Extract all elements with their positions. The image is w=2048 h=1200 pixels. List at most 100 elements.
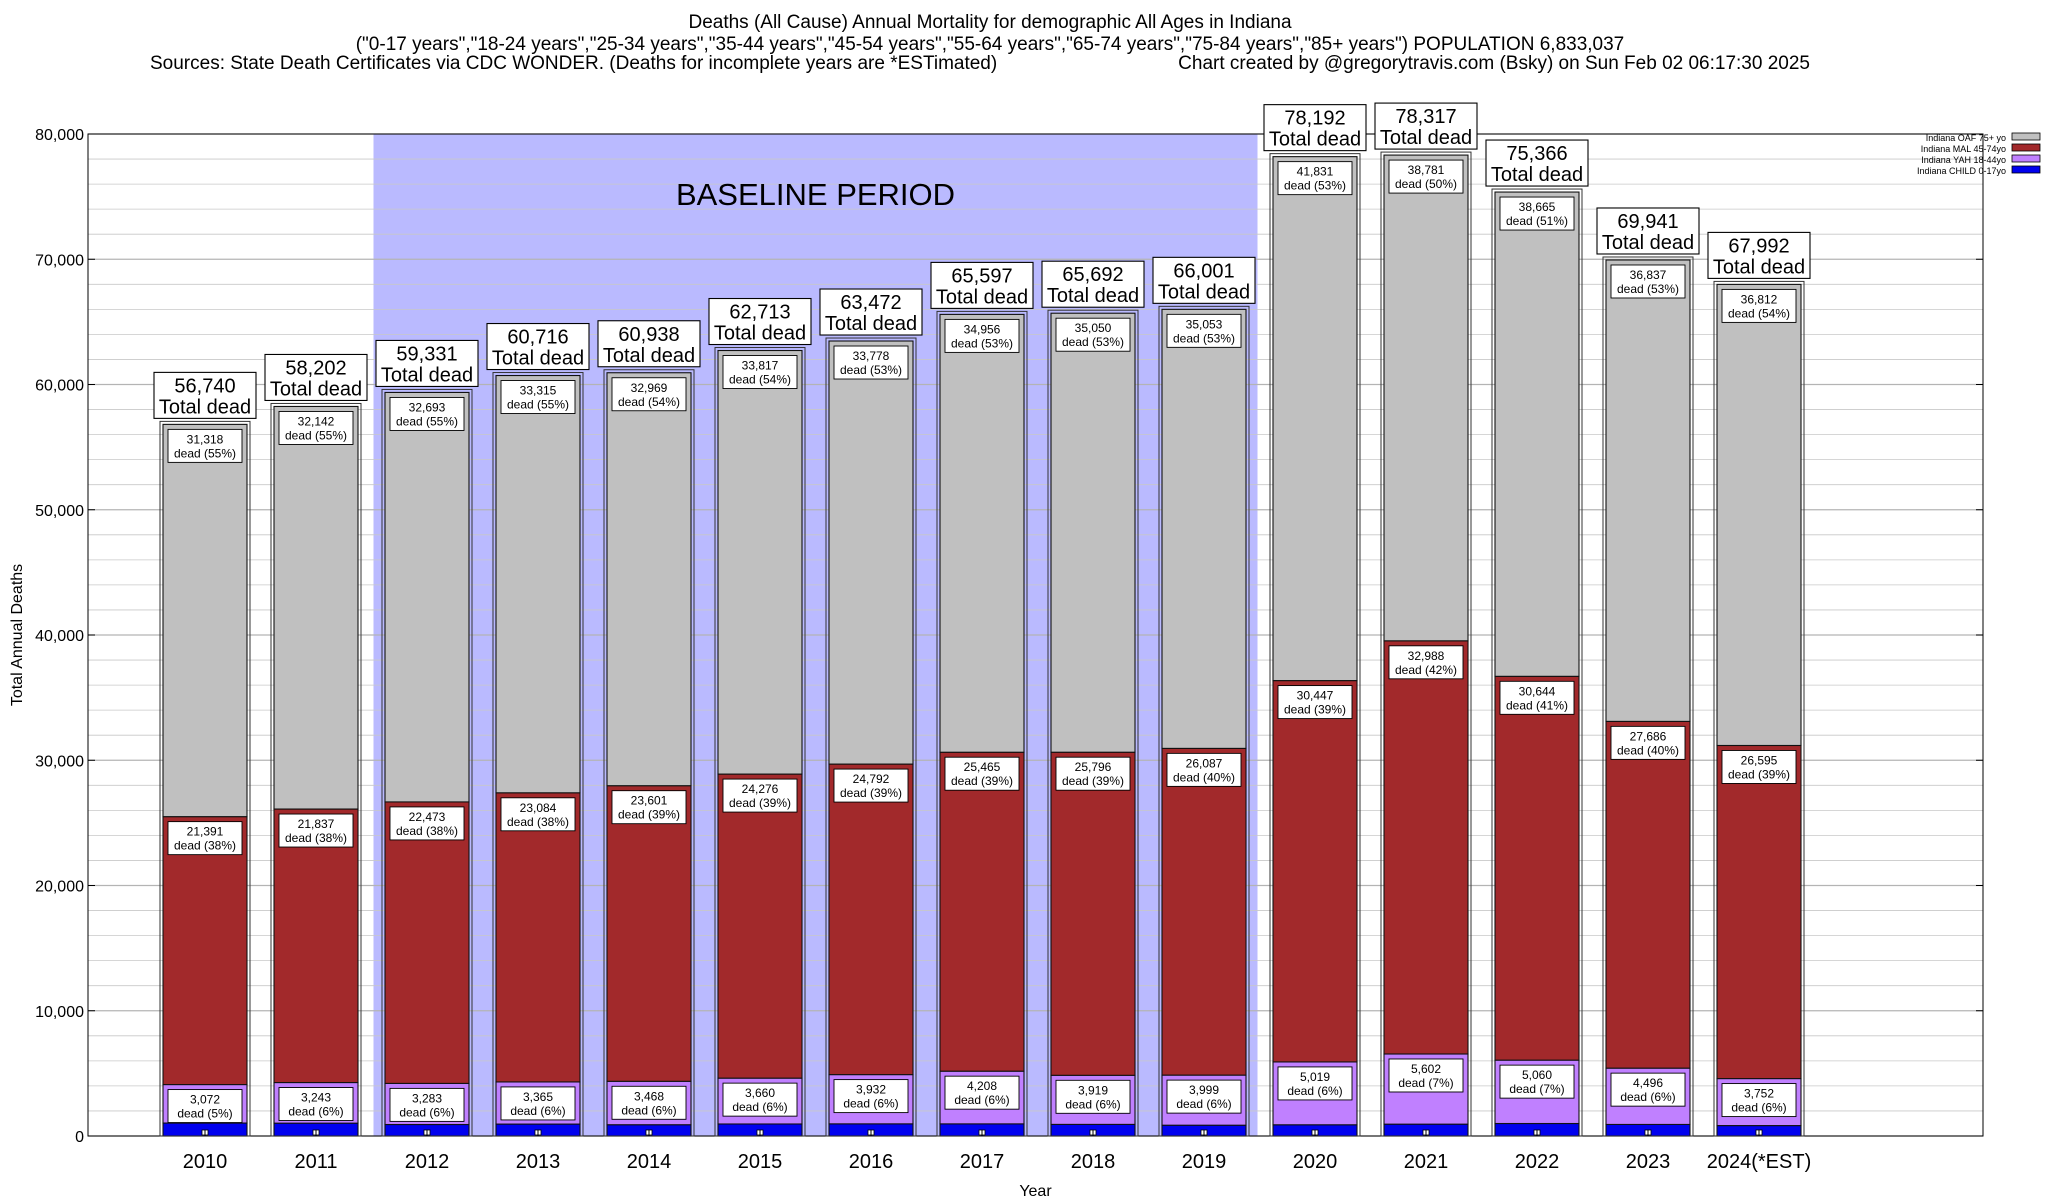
segment-value-label: 25,796 (1075, 760, 1112, 774)
segment-percent-label: dead (53%) (951, 336, 1013, 350)
bar-segment-mal (1161, 747, 1247, 1076)
segment-label-box (1499, 680, 1575, 715)
segment-percent-label: dead (53%) (1173, 331, 1235, 345)
bar-segment-mal (1605, 720, 1691, 1069)
segment-percent-label: dead (38%) (285, 831, 347, 845)
total-caption-label: Total dead (381, 364, 473, 386)
total-caption-label: Total dead (1269, 129, 1361, 151)
y-tick-label: 10,000 (35, 1004, 84, 1021)
chart-title: Deaths (All Cause) Annual Mortality for … (688, 12, 1292, 33)
y-tick-label: 30,000 (35, 753, 84, 770)
total-value-label: 78,317 (1395, 106, 1456, 128)
bar-segment-oaf (1605, 259, 1691, 722)
segment-percent-label: dead (55%) (285, 428, 347, 442)
chart-title-block: Deaths (All Cause) Annual Mortality for … (0, 12, 1980, 56)
bar-segment-oaf (162, 423, 248, 818)
bar-segment-oaf (1716, 283, 1802, 747)
total-value-label: 62,713 (729, 302, 790, 324)
total-value-label: 66,001 (1173, 260, 1234, 282)
segment-value-label: 23,084 (520, 801, 557, 815)
bar-segment-mal (384, 801, 470, 1084)
segment-percent-label: dead (6%) (1287, 1084, 1342, 1098)
segment-percent-label: dead (54%) (618, 395, 680, 409)
segment-percent-label: dead (55%) (174, 446, 236, 460)
y-tick-label: 0 (75, 1129, 84, 1146)
segment-label-box (611, 790, 687, 825)
segment-label-box (500, 797, 576, 832)
segment-value-label: 4,208 (967, 1079, 997, 1093)
segment-value-label: 5,019 (1300, 1070, 1330, 1084)
total-caption-label: Total dead (492, 348, 584, 370)
total-caption-label: Total dead (1380, 127, 1472, 149)
segment-label-box (1166, 752, 1242, 787)
total-label-box (819, 288, 923, 336)
bar-segment-oaf (384, 391, 470, 803)
bar-segment-mal (606, 785, 692, 1082)
segment-label-box (500, 380, 576, 414)
segment-label-box (722, 778, 798, 813)
x-tick-label: 2012 (405, 1151, 450, 1173)
segment-percent-label: dead (40%) (1617, 743, 1679, 757)
segment-percent-label: dead (39%) (840, 786, 902, 800)
segment-label-box (278, 411, 354, 445)
segment-label-box (1055, 317, 1131, 352)
segment-percent-label: dead (50%) (1395, 177, 1457, 191)
segment-percent-label: dead (53%) (1284, 179, 1346, 193)
segment-value-label: 35,053 (1186, 317, 1223, 331)
segment-label-box (1055, 756, 1131, 791)
bar-segment-mal (1494, 675, 1580, 1061)
total-value-label: 60,716 (507, 327, 568, 349)
segment-percent-label: dead (6%) (621, 1103, 676, 1117)
segment-value-label: 26,595 (1741, 753, 1778, 767)
segment-percent-label: dead (6%) (732, 1100, 787, 1114)
segment-label-box (1499, 1064, 1575, 1099)
segment-value-label: 3,072 (190, 1093, 220, 1107)
segment-value-label: 24,792 (853, 772, 890, 786)
bar-segment-mal (1272, 680, 1358, 1063)
segment-label-box (722, 355, 798, 389)
segment-value-label: 38,781 (1408, 163, 1445, 177)
total-caption-label: Total dead (714, 323, 806, 345)
segment-value-label: 33,817 (742, 359, 779, 373)
total-caption-label: Total dead (825, 313, 917, 335)
bar-segment-mal (1716, 744, 1802, 1080)
total-label-box (264, 353, 368, 402)
total-label-box (930, 261, 1034, 309)
total-caption-label: Total dead (1602, 232, 1694, 254)
segment-label-box (1721, 750, 1797, 784)
sources-note: Sources: State Death Certificates via CD… (150, 53, 998, 74)
segment-percent-label: dead (6%) (288, 1105, 343, 1119)
segment-value-label: 38,665 (1519, 200, 1556, 214)
bar-segment-oaf (1383, 154, 1469, 642)
total-label-box (1707, 231, 1811, 279)
bar-segment-oaf (495, 374, 581, 794)
segment-percent-label: dead (6%) (510, 1104, 565, 1118)
x-tick-label: 2021 (1404, 1151, 1449, 1173)
segment-value-label: 21,837 (298, 817, 335, 831)
legend-swatch-child (2011, 165, 2041, 174)
segment-label-box (1610, 264, 1686, 299)
total-label-box (1485, 139, 1589, 187)
segment-value-label: 35,050 (1075, 321, 1112, 335)
bar-segment-mal (162, 816, 248, 1086)
total-value-label: 58,202 (285, 357, 346, 379)
segment-value-label: 5,060 (1522, 1068, 1552, 1082)
segment-value-label: 3,365 (523, 1090, 553, 1104)
total-caption-label: Total dead (936, 286, 1028, 308)
total-label-box (153, 371, 257, 419)
segment-label-box (1166, 313, 1242, 348)
segment-label-box (611, 1085, 687, 1120)
total-value-label: 69,941 (1617, 211, 1678, 233)
segment-percent-label: dead (51%) (1506, 214, 1568, 228)
segment-label-box (833, 768, 909, 803)
segment-label-box (1166, 1079, 1242, 1114)
x-tick-label: 2010 (183, 1151, 228, 1173)
segment-percent-label: dead (39%) (729, 796, 791, 810)
segment-label-box (1499, 196, 1575, 231)
bar-segment-oaf (1161, 308, 1247, 749)
segment-percent-label: dead (7%) (1509, 1082, 1564, 1096)
x-axis-title: Year (1019, 1183, 1052, 1200)
segment-percent-label: dead (40%) (1173, 770, 1235, 784)
x-tick-label: 2017 (960, 1151, 1005, 1173)
baseline-period-label: BASELINE PERIOD (676, 177, 955, 212)
